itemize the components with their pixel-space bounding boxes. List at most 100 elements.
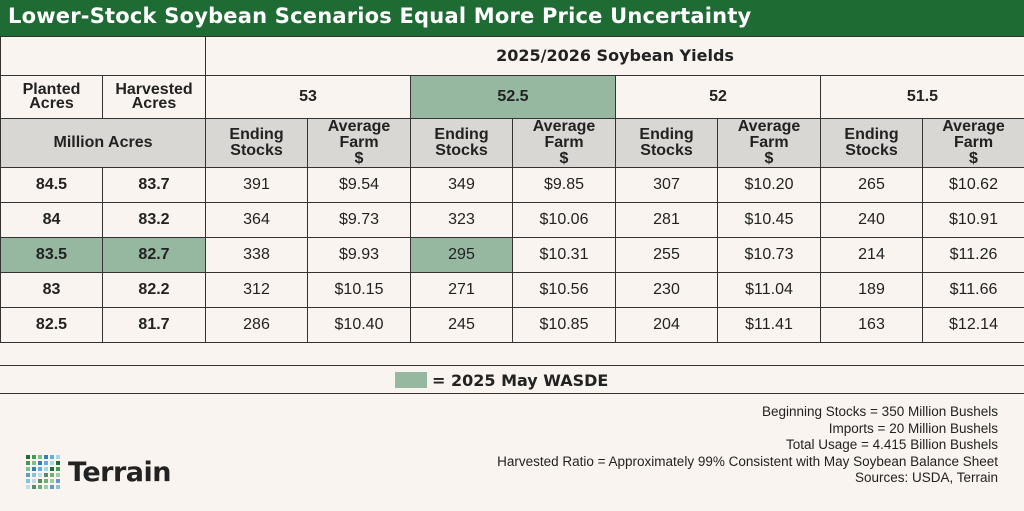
- table-row: 84 83.2 364 $9.73 323 $10.06 281 $10.45 …: [0, 202, 1024, 238]
- logo-mosaic-square: [32, 473, 36, 477]
- farm-price-cell: $10.56: [512, 272, 616, 308]
- logo-mosaic-square: [56, 485, 60, 489]
- harvested-acres-cell: 83.7: [102, 167, 206, 203]
- ending-stocks-cell: 255: [615, 237, 718, 273]
- ending-stocks-cell: 307: [615, 167, 718, 203]
- ending-stocks-cell: 286: [205, 307, 308, 343]
- farm-price-cell: $12.14: [922, 307, 1024, 343]
- ending-stocks-cell: 349: [410, 167, 513, 203]
- footnote-line: Total Usage = 4.415 Billion Bushels: [785, 437, 998, 452]
- footnote-line: Sources: USDA, Terrain: [854, 470, 998, 485]
- ending-stocks-cell: 189: [820, 272, 923, 308]
- logo-mosaic-square: [56, 461, 60, 465]
- table-row: 82.5 81.7 286 $10.40 245 $10.85 204 $11.…: [0, 307, 1024, 343]
- footnotes: Beginning Stocks = 350 Million Bushels I…: [497, 404, 998, 487]
- farm-price-cell: $10.15: [307, 272, 411, 308]
- harvested-acres-cell: 82.7: [102, 237, 206, 273]
- title-bar: Lower-Stock Soybean Scenarios Equal More…: [0, 0, 1024, 36]
- logo-mosaic-square: [56, 473, 60, 477]
- planted-acres-header: Planted Acres: [0, 75, 103, 119]
- logo-mosaic-square: [56, 455, 60, 459]
- ending-stocks-cell: 245: [410, 307, 513, 343]
- legend-swatch: [395, 372, 427, 388]
- logo-mosaic-square: [26, 467, 30, 471]
- average-farm-price-header: Average Farm $: [717, 118, 821, 168]
- farm-price-cell: $10.20: [717, 167, 821, 203]
- logo-mosaic-square: [44, 473, 48, 477]
- planted-acres-cell: 82.5: [0, 307, 103, 343]
- farm-price-cell: $11.41: [717, 307, 821, 343]
- farm-price-cell: $10.45: [717, 202, 821, 238]
- farm-price-cell: $10.91: [922, 202, 1024, 238]
- ending-stocks-cell-highlighted: 295: [410, 237, 513, 273]
- table-row: 84.5 83.7 391 $9.54 349 $9.85 307 $10.20…: [0, 167, 1024, 203]
- logo-mosaic-square: [50, 479, 54, 483]
- logo-mosaic-square: [50, 455, 54, 459]
- ending-stocks-cell: 214: [820, 237, 923, 273]
- page-title: Lower-Stock Soybean Scenarios Equal More…: [8, 4, 752, 28]
- logo-mosaic-square: [32, 485, 36, 489]
- harvested-acres-header: Harvested Acres: [102, 75, 206, 119]
- ending-stocks-cell: 204: [615, 307, 718, 343]
- yield-header: 53: [205, 75, 411, 119]
- logo-mosaic-square: [38, 455, 42, 459]
- farm-price-cell: $10.40: [307, 307, 411, 343]
- table-row-highlighted: 83.5 82.7 338 $9.93 295 $10.31 255 $10.7…: [0, 237, 1024, 273]
- ending-stocks-cell: 271: [410, 272, 513, 308]
- logo-mosaic-square: [32, 461, 36, 465]
- ending-stocks-cell: 364: [205, 202, 308, 238]
- harvested-acres-cell: 82.2: [102, 272, 206, 308]
- logo-mosaic-square: [32, 467, 36, 471]
- logo-mosaic-square: [50, 485, 54, 489]
- ending-stocks-cell: 391: [205, 167, 308, 203]
- corner-cell: [0, 36, 206, 76]
- legend: = 2025 May WASDE: [0, 365, 1024, 394]
- logo-wordmark: Terrain: [68, 457, 171, 488]
- farm-price-cell: $10.62: [922, 167, 1024, 203]
- planted-acres-cell: 84: [0, 202, 103, 238]
- logo-mosaic-square: [44, 485, 48, 489]
- ending-stocks-cell: 312: [205, 272, 308, 308]
- logo-mosaic-square: [44, 467, 48, 471]
- planted-acres-cell: 83.5: [0, 237, 103, 273]
- yield-header: 52: [615, 75, 821, 119]
- harvested-acres-cell: 81.7: [102, 307, 206, 343]
- logo-mosaic-square: [38, 479, 42, 483]
- logo-mosaic-square: [32, 455, 36, 459]
- harvested-acres-cell: 83.2: [102, 202, 206, 238]
- ending-stocks-cell: 281: [615, 202, 718, 238]
- logo-mosaic-square: [32, 479, 36, 483]
- logo-mosaic-square: [26, 473, 30, 477]
- logo-mosaic-square: [50, 461, 54, 465]
- million-acres-label: Million Acres: [0, 118, 206, 168]
- logo-mosaic-square: [38, 461, 42, 465]
- farm-price-cell: $11.04: [717, 272, 821, 308]
- logo-mosaic-square: [50, 467, 54, 471]
- logo-mosaic-square: [50, 473, 54, 477]
- ending-stocks-header: Ending Stocks: [820, 118, 923, 168]
- farm-price-cell: $9.54: [307, 167, 411, 203]
- footnote-line: Imports = 20 Million Bushels: [828, 420, 998, 436]
- ending-stocks-header: Ending Stocks: [205, 118, 308, 168]
- logo-mosaic-square: [26, 485, 30, 489]
- logo-mosaic-square: [26, 479, 30, 483]
- ending-stocks-cell: 230: [615, 272, 718, 308]
- planted-acres-cell: 84.5: [0, 167, 103, 203]
- farm-price-cell: $10.06: [512, 202, 616, 238]
- farm-price-cell: $11.26: [922, 237, 1024, 273]
- scenario-table: 2025/2026 Soybean Yields Planted Acres Ha…: [0, 36, 1024, 343]
- logo-mosaic-square: [38, 485, 42, 489]
- farm-price-cell: $10.85: [512, 307, 616, 343]
- farm-price-cell: $9.93: [307, 237, 411, 273]
- average-farm-price-header: Average Farm $: [922, 118, 1024, 168]
- ending-stocks-header: Ending Stocks: [615, 118, 718, 168]
- average-farm-price-header: Average Farm $: [307, 118, 411, 168]
- farm-price-cell: $9.73: [307, 202, 411, 238]
- ending-stocks-cell: 265: [820, 167, 923, 203]
- ending-stocks-cell: 240: [820, 202, 923, 238]
- farm-price-cell: $9.85: [512, 167, 616, 203]
- yield-header: 51.5: [820, 75, 1024, 119]
- footnote-line: Beginning Stocks = 350 Million Bushels: [761, 404, 998, 419]
- planted-acres-cell: 83: [0, 272, 103, 308]
- yields-title: 2025/2026 Soybean Yields: [205, 36, 1024, 76]
